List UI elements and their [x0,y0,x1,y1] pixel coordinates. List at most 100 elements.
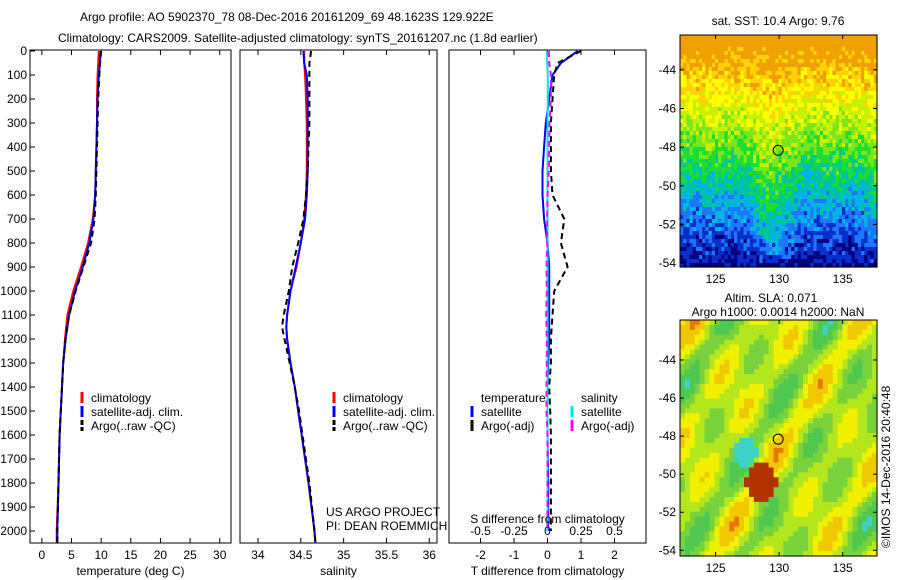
map-cell [832,71,837,76]
map-cell [838,199,843,204]
map-cell [758,403,765,410]
map-cell [864,123,869,128]
map-cell [772,207,776,212]
map-cell [758,364,765,370]
map-cell [711,243,716,248]
map-cell [739,526,745,532]
map-cell [835,231,840,236]
map-cell [867,191,872,196]
map-cell [721,131,726,136]
map-cell [692,155,697,160]
map-cell [783,320,789,326]
map-cell [775,183,780,188]
map-cell [798,447,804,454]
map-cell [753,487,760,493]
map-cell [788,123,792,128]
map-cell [848,131,853,136]
map-cell [803,349,809,355]
map-cell [683,163,687,168]
map-cell [749,95,754,100]
map-cell [857,183,862,188]
map-cell [721,183,726,188]
map-cell [873,91,878,96]
map-cell [727,263,732,268]
map-cell [759,191,764,196]
map-cell [734,151,738,156]
map-cell [715,219,719,224]
map-cell [775,215,780,220]
map-cell [718,151,722,156]
map-cell [721,159,726,164]
map-cell [848,91,853,96]
map-cell [756,83,761,88]
map-cell [719,383,725,390]
map-cell [873,219,878,224]
map-cell [803,83,808,88]
map-cell [727,63,732,68]
map-cell [832,247,837,252]
map-cell [759,159,764,164]
map-cell [765,91,770,96]
map-cell [708,171,713,176]
map-cell [794,207,799,212]
map-cell [692,75,697,80]
map-cell [680,179,684,184]
map-cell [704,447,711,454]
map-cell [861,231,865,236]
map-cell [772,231,776,236]
map-cell [813,131,818,136]
map-cell [721,235,726,240]
map-cell [797,95,802,100]
map-cell [680,191,684,196]
map-cell [711,259,716,264]
map-cell [798,531,804,537]
map-cell [803,359,809,365]
map-cell [727,95,732,100]
map-cell [762,219,767,224]
map-cell [714,521,720,528]
map-cell [734,251,738,256]
map-cell [781,79,786,84]
map-cell [704,428,711,434]
map-cell [744,531,750,537]
map-cell [793,364,799,370]
map-cell [721,231,726,236]
map-cell [864,39,869,44]
map-cell [798,511,804,518]
map-cell [788,95,792,100]
map-cell [772,43,776,48]
map-cell [794,139,799,144]
map-cell [704,334,711,341]
map-cell [765,115,770,120]
map-cell [729,329,735,336]
map-cell [864,111,869,116]
map-cell [816,55,821,60]
legend-header-salinity: salinity [581,391,618,405]
map-cell [873,123,878,128]
map-cell [692,187,697,192]
map-cell [867,263,872,268]
map-cell [705,239,710,244]
map-cell [810,255,815,260]
map-cell [791,191,795,196]
map-cell [740,147,745,152]
map-cell [781,203,786,208]
map-cell [724,147,729,152]
map-cell [719,447,725,454]
map-cell [749,207,754,212]
map-cell [734,143,738,148]
map-cell [788,388,794,395]
map-cell [765,67,770,72]
map-cell [743,183,748,188]
map-cell [829,167,834,172]
map-cell [724,243,729,248]
map-cell [749,388,755,395]
map-cell [714,536,720,542]
map-cell [727,211,732,216]
map-cell [718,179,722,184]
map-cell [729,438,735,444]
map-cell [746,115,751,120]
map-cell [740,183,745,188]
map-cell [854,251,859,256]
map-cell [715,199,719,204]
